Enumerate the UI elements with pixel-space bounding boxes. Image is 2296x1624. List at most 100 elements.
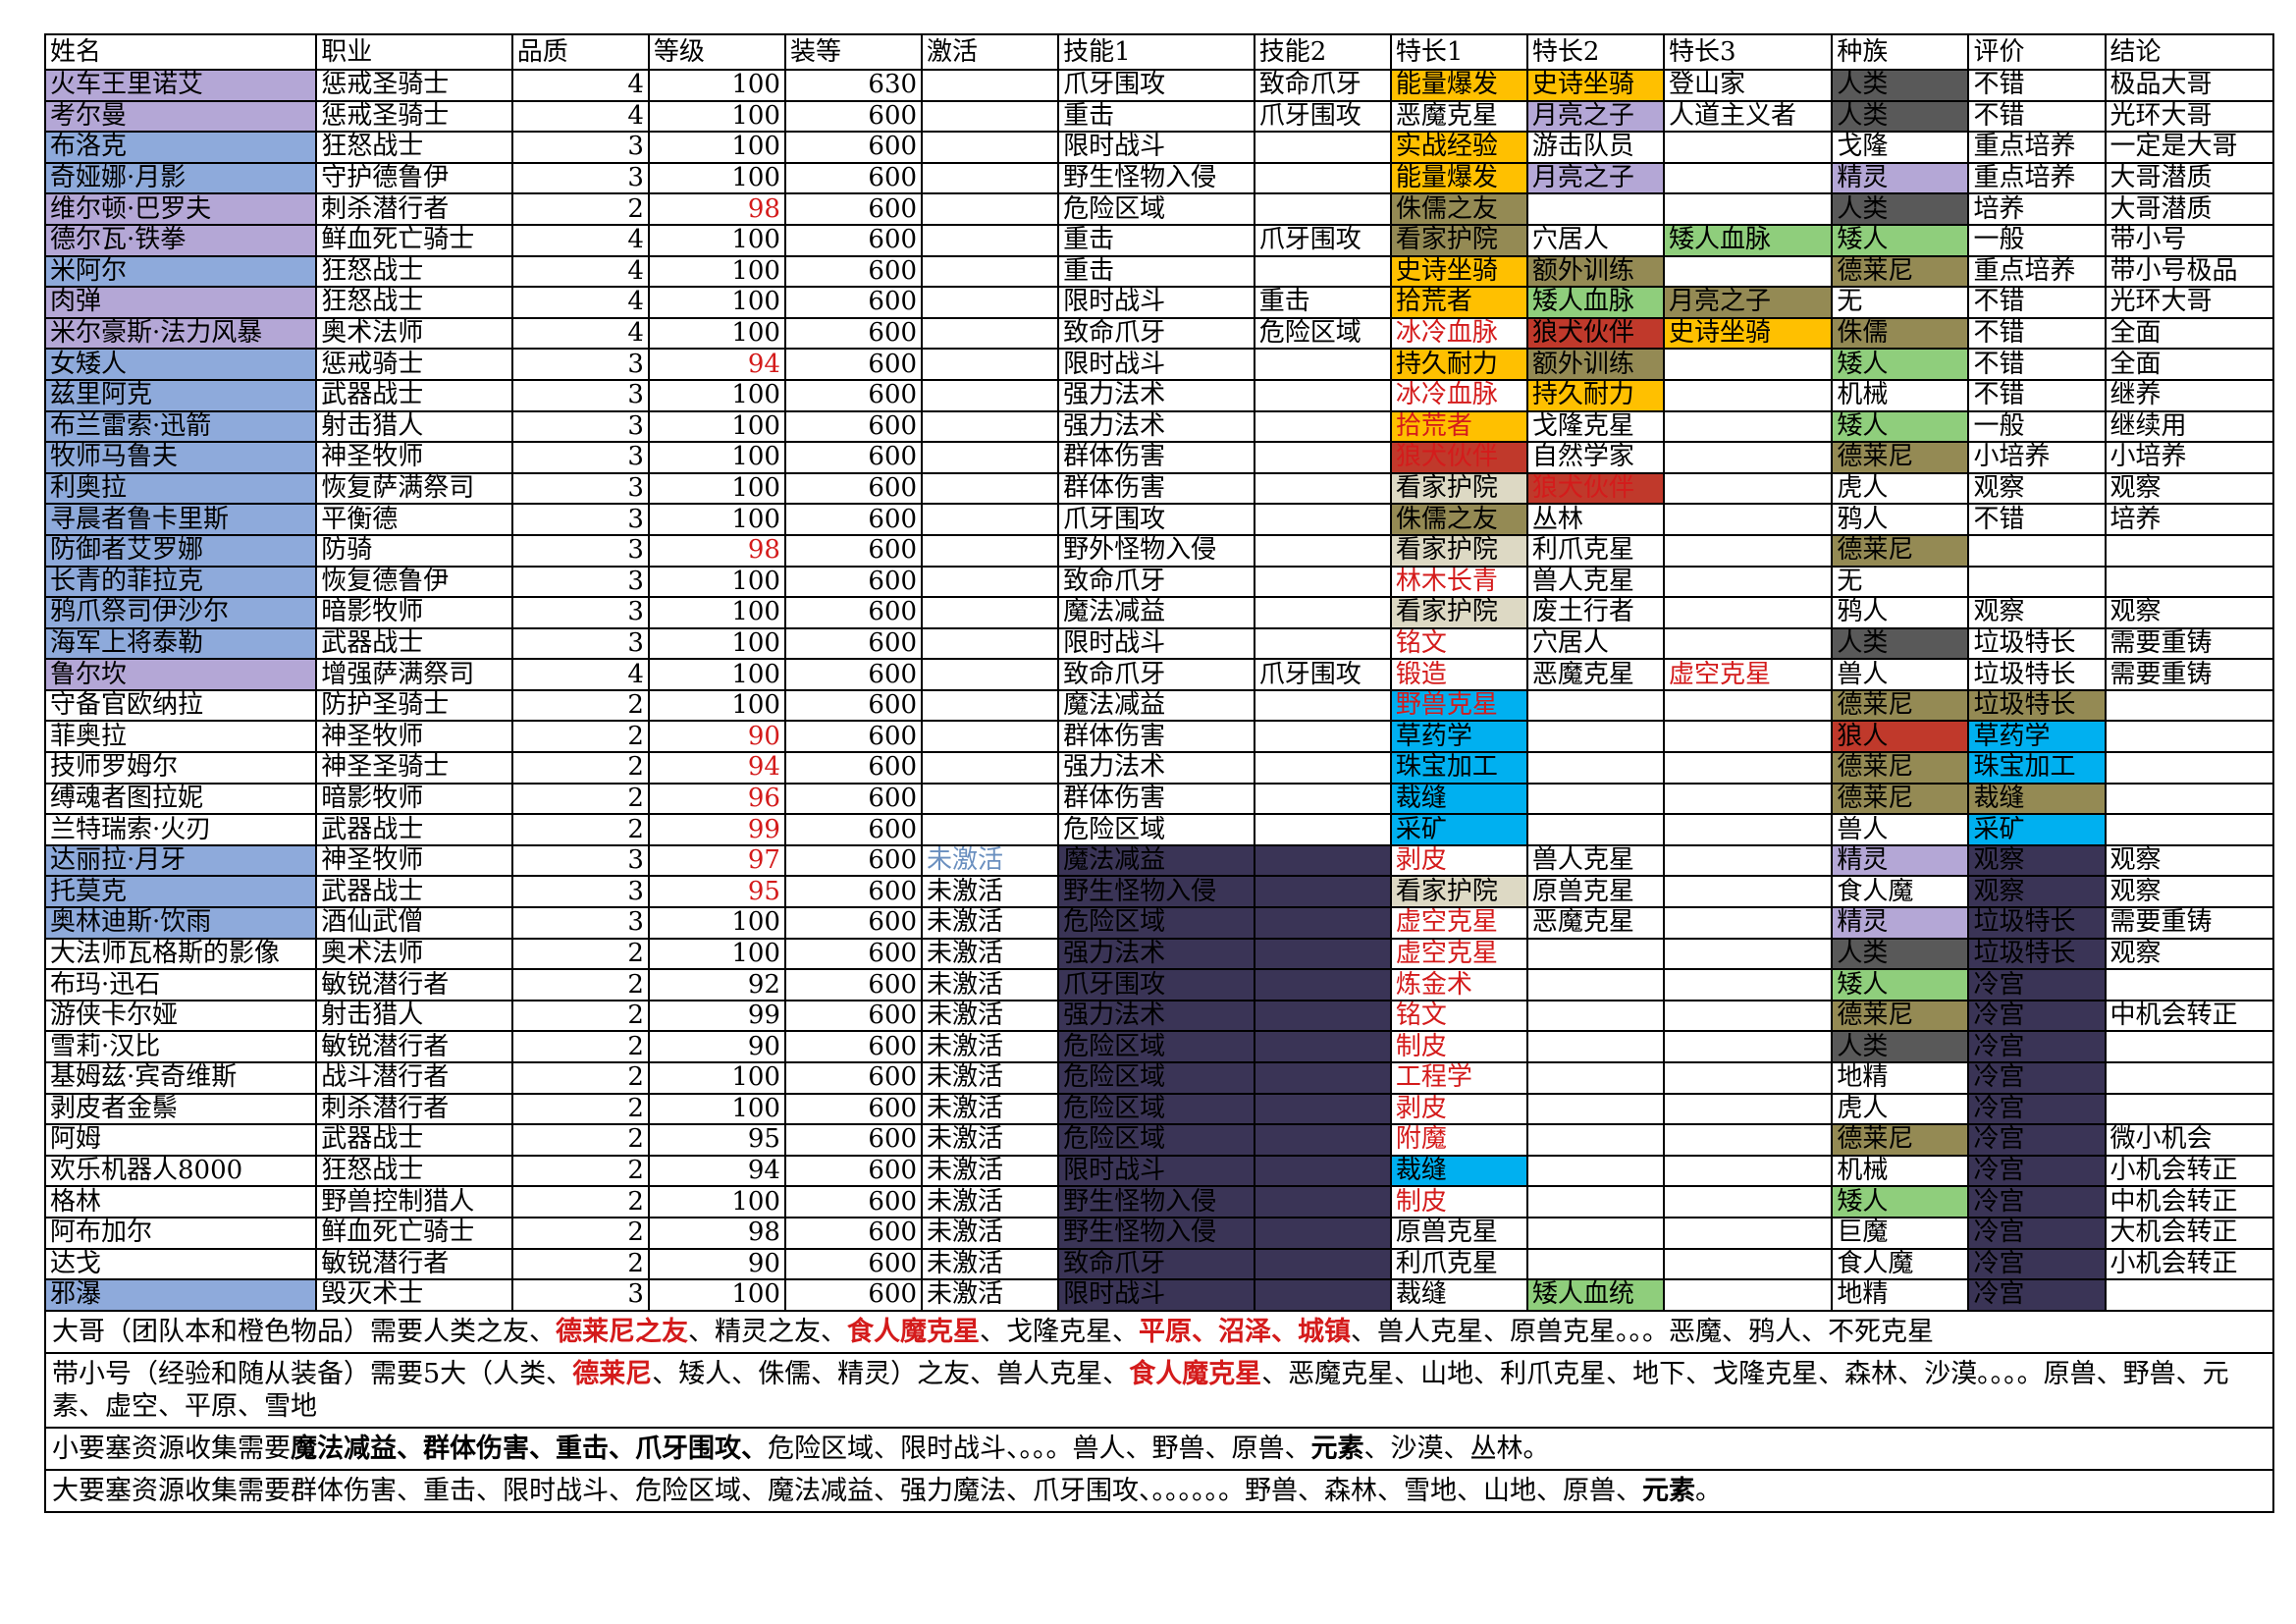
cell-trait3 <box>1662 720 1834 754</box>
cell-conclusion: 需要重铸 <box>2104 626 2275 661</box>
cell-race: 德莱尼 <box>1831 782 1970 816</box>
cell-trait3 <box>1662 1185 1834 1218</box>
cell-race: 矮人 <box>1831 1185 1970 1218</box>
cell-gear: 600 <box>783 192 924 226</box>
cell-active <box>921 409 1060 444</box>
cell-class: 增强萨满祭司 <box>315 658 513 691</box>
cell-name: 奇娅娜·月影 <box>43 161 318 195</box>
cell-trait3 <box>1662 843 1834 878</box>
cell-skill2 <box>1253 1030 1392 1063</box>
cell-gear: 600 <box>783 316 924 351</box>
table-row: 剥皮者金鬃 刺杀潜行者 2 100 600 未激活 危险区域 剥皮 虎人 冷宫 <box>43 1092 2275 1126</box>
cell-skill1: 野生怪物入侵 <box>1057 875 1255 909</box>
cell-rating: 不错 <box>1967 348 2107 381</box>
cell-conclusion: 培养 <box>2104 503 2275 536</box>
cell-trait3 <box>1662 1216 1834 1250</box>
cell-rating: 冷宫 <box>1967 1216 2107 1250</box>
cell-active: 未激活 <box>921 1123 1060 1157</box>
cell-gear: 600 <box>783 223 924 257</box>
cell-gear: 600 <box>783 503 924 536</box>
cell-name: 布玛·迅石 <box>43 968 318 1001</box>
cell-skill1: 重击 <box>1057 99 1255 134</box>
table-row: 格林 野兽控制猎人 2 100 600 未激活 野生怪物入侵 制皮 矮人 冷宫 中机会转正 <box>43 1185 2275 1218</box>
table-row: 缚魂者图拉妮 暗影牧师 2 96 600 群体伤害 裁缝 德莱尼 裁缝 <box>43 782 2275 816</box>
table-row: 火车王里诺艾 惩戒圣骑士 4 100 630 爪牙围攻 致命爪牙 能量爆发 史诗坐骑 登山家 人类不… <box>43 69 2275 102</box>
cell-active <box>921 782 1060 816</box>
cell-name: 米阿尔 <box>43 254 318 289</box>
cell-quality: 2 <box>510 192 650 226</box>
cell-rating <box>1967 533 2107 568</box>
table-row: 兹里阿克 武器战士 3 100 600 强力法术 冰冷血脉 持久耐力 机械 不错 继养 <box>43 378 2275 412</box>
cell-skill2: 爪牙围攻 <box>1253 99 1392 134</box>
cell-skill1: 野生怪物入侵 <box>1057 1216 1255 1250</box>
cell-trait3 <box>1662 688 1834 723</box>
cell-class: 暗影牧师 <box>315 596 513 629</box>
cell-race: 虎人 <box>1831 471 1970 506</box>
cell-name: 邪瀑 <box>43 1278 318 1312</box>
cell-trait2 <box>1525 937 1666 971</box>
cell-quality: 3 <box>510 533 650 568</box>
cell-class: 神圣牧师 <box>315 441 513 474</box>
cell-trait3 <box>1662 161 1834 195</box>
cell-skill2 <box>1253 1123 1392 1157</box>
cell-rating: 重点培养 <box>1967 161 2107 195</box>
cell-conclusion: 中机会转正 <box>2104 999 2275 1033</box>
cell-name: 维尔顿·巴罗夫 <box>43 192 318 226</box>
cell-active <box>921 69 1060 102</box>
cell-rating: 重点培养 <box>1967 131 2107 164</box>
cell-trait2: 月亮之子 <box>1525 99 1666 134</box>
cell-trait2 <box>1525 999 1666 1033</box>
cell-trait1: 炼金术 <box>1389 968 1528 1001</box>
cell-active <box>921 223 1060 257</box>
note-segment: 大哥（团队本和橙色物品）需要人类之友、 <box>52 1316 556 1347</box>
cell-gear: 600 <box>783 843 924 878</box>
cell-name: 肉弹 <box>43 286 318 319</box>
cell-name: 奥林迪斯·饮雨 <box>43 906 318 940</box>
note-segment: 、恶魔克星、山地、利爪克星、地下、戈隆克星、森林、沙漠。。。。原兽、野兽、元素、… <box>52 1358 2229 1422</box>
cell-quality: 3 <box>510 161 650 195</box>
cell-trait3 <box>1662 968 1834 1001</box>
cell-trait3 <box>1662 503 1834 536</box>
cell-active <box>921 254 1060 289</box>
cell-trait1: 看家护院 <box>1389 471 1528 506</box>
cell-active: 未激活 <box>921 875 1060 909</box>
header-trait2: 特长2 <box>1525 33 1666 71</box>
cell-rating: 垃圾特长 <box>1967 937 2107 971</box>
cell-quality: 2 <box>510 1030 650 1063</box>
cell-trait3 <box>1662 782 1834 816</box>
cell-race: 无 <box>1831 565 1970 599</box>
cell-race: 鸦人 <box>1831 503 1970 536</box>
cell-trait1: 采矿 <box>1389 813 1528 846</box>
cell-class: 狂怒战士 <box>315 1154 513 1188</box>
cell-class: 射击猎人 <box>315 999 513 1033</box>
cell-conclusion: 观察 <box>2104 937 2275 971</box>
table-row: 鸦爪祭司伊沙尔 暗影牧师 3 100 600 魔法减益 看家护院 废土行者 鸦人 观察 观察 <box>43 596 2275 629</box>
cell-conclusion: 观察 <box>2104 875 2275 909</box>
cell-conclusion: 全面 <box>2104 316 2275 351</box>
cell-trait3 <box>1662 596 1834 629</box>
cell-trait1: 制皮 <box>1389 1030 1528 1063</box>
cell-skill2 <box>1253 503 1392 536</box>
cell-gear: 600 <box>783 378 924 412</box>
cell-gear: 600 <box>783 1123 924 1157</box>
cell-conclusion: 小培养 <box>2104 441 2275 474</box>
cell-conclusion <box>2104 565 2275 599</box>
cell-trait1: 看家护院 <box>1389 533 1528 568</box>
note-segment: 魔法减益、群体伤害、重击、爪牙围攻、 <box>291 1433 768 1464</box>
cell-gear: 600 <box>783 254 924 289</box>
cell-level: 100 <box>647 688 786 723</box>
cell-trait1: 拾荒者 <box>1389 286 1528 319</box>
cell-trait2: 丛林 <box>1525 503 1666 536</box>
note-segment: 元素 <box>1642 1475 1695 1506</box>
cell-race: 矮人 <box>1831 409 1970 444</box>
cell-quality: 4 <box>510 223 650 257</box>
cell-name: 游侠卡尔娅 <box>43 999 318 1033</box>
cell-skill1: 爪牙围攻 <box>1057 968 1255 1001</box>
cell-conclusion: 需要重铸 <box>2104 658 2275 691</box>
cell-level: 94 <box>647 751 786 785</box>
cell-race: 人类 <box>1831 937 1970 971</box>
cell-trait3 <box>1662 1030 1834 1063</box>
cell-rating: 一般 <box>1967 409 2107 444</box>
cell-skill2 <box>1253 533 1392 568</box>
cell-level: 95 <box>647 1123 786 1157</box>
